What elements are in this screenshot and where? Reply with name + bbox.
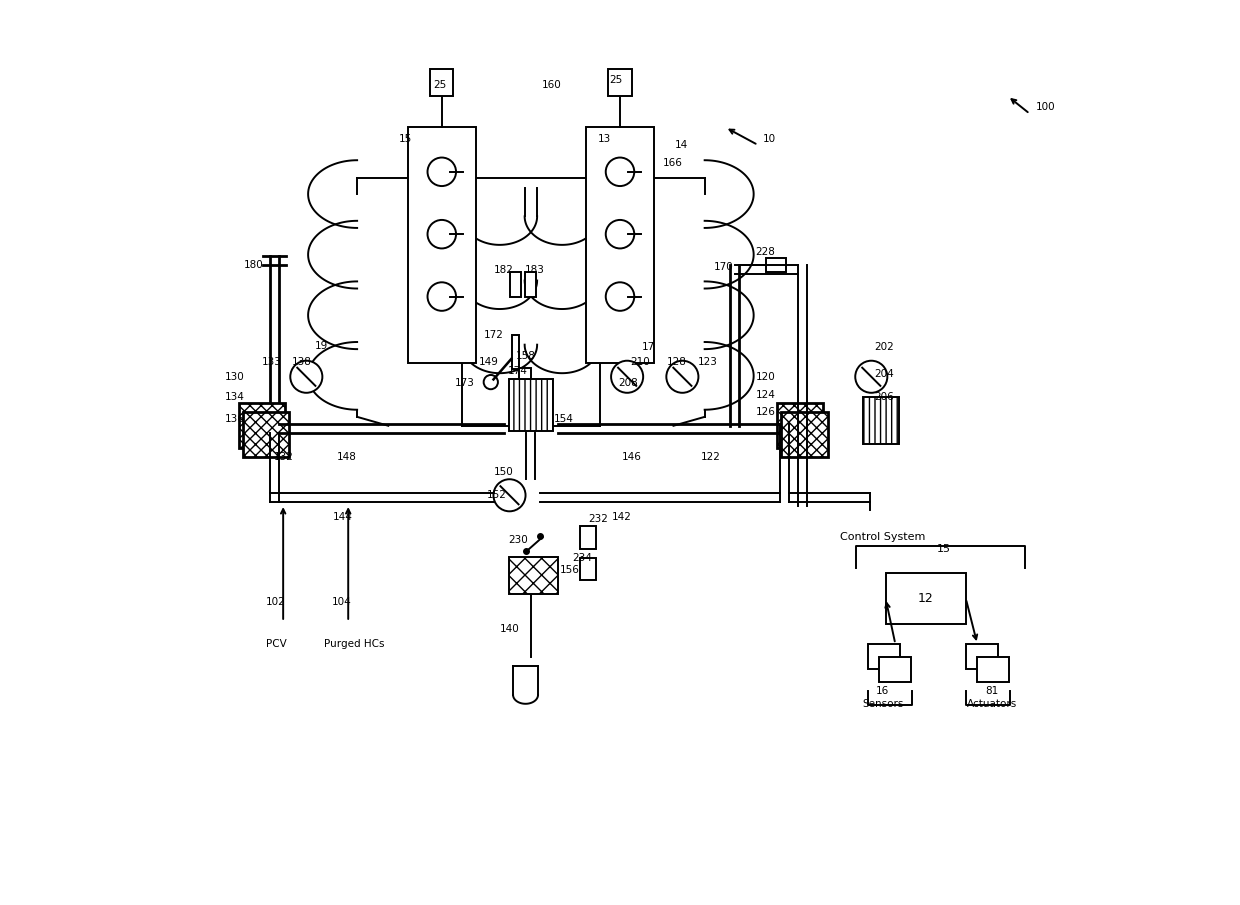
Bar [510, 272, 521, 298]
Text: 154: 154 [554, 414, 574, 424]
Text: 202: 202 [874, 342, 894, 352]
Text: 146: 146 [621, 452, 641, 462]
Text: 14: 14 [675, 140, 688, 150]
Bar [408, 128, 476, 364]
Text: 122: 122 [701, 452, 720, 462]
Text: 204: 204 [874, 369, 894, 379]
Bar [781, 413, 827, 457]
Bar [512, 335, 520, 368]
Text: 166: 166 [662, 157, 683, 168]
Text: 100: 100 [1037, 101, 1055, 111]
Text: Actuators: Actuators [966, 699, 1017, 709]
Circle shape [428, 157, 456, 186]
Text: 149: 149 [479, 357, 498, 367]
Text: 150: 150 [494, 467, 513, 477]
Text: 81: 81 [985, 686, 998, 696]
Text: 19: 19 [315, 340, 329, 350]
Text: 183: 183 [525, 265, 544, 275]
Text: 16: 16 [877, 686, 889, 696]
Text: 210: 210 [631, 357, 651, 367]
Text: 104: 104 [332, 597, 352, 607]
Text: 142: 142 [613, 511, 632, 521]
Text: 172: 172 [484, 330, 503, 340]
Circle shape [606, 220, 634, 249]
Text: 180: 180 [244, 261, 264, 271]
Text: 15: 15 [399, 134, 412, 144]
Text: PCV: PCV [267, 639, 286, 649]
Text: 232: 232 [588, 514, 608, 524]
Circle shape [290, 361, 322, 393]
Text: 124: 124 [755, 389, 775, 400]
Text: 130: 130 [226, 372, 246, 382]
Text: Purged HCs: Purged HCs [324, 639, 384, 649]
Bar [508, 379, 553, 431]
Bar [525, 272, 536, 298]
Circle shape [606, 157, 634, 186]
Bar [885, 573, 966, 624]
Text: 152: 152 [487, 491, 507, 500]
Circle shape [666, 361, 698, 393]
Text: 132: 132 [274, 452, 294, 462]
Bar [508, 557, 558, 595]
Text: 206: 206 [874, 392, 894, 402]
Bar [868, 644, 900, 669]
Text: 136: 136 [226, 414, 246, 424]
Bar [238, 404, 285, 448]
Text: 25: 25 [609, 75, 622, 85]
Text: Control System: Control System [841, 532, 925, 542]
Circle shape [484, 375, 498, 389]
Bar [879, 657, 911, 682]
Text: 133: 133 [262, 357, 281, 367]
Circle shape [428, 220, 456, 249]
Text: 102: 102 [267, 597, 286, 607]
Text: 17: 17 [642, 342, 656, 352]
Bar [587, 128, 653, 364]
Text: 173: 173 [455, 378, 475, 388]
Text: 10: 10 [763, 134, 776, 144]
Bar [609, 70, 631, 96]
Text: 123: 123 [698, 357, 718, 367]
Text: 174: 174 [507, 366, 527, 376]
Bar [776, 404, 823, 448]
Bar [580, 527, 596, 548]
Circle shape [611, 361, 644, 393]
Text: Sensors: Sensors [862, 699, 904, 709]
Circle shape [856, 361, 888, 393]
Bar [243, 413, 289, 457]
Text: 170: 170 [713, 262, 733, 272]
Bar [580, 557, 596, 580]
Circle shape [428, 282, 456, 310]
Text: 15: 15 [936, 544, 950, 554]
Text: 158: 158 [516, 351, 536, 361]
Bar [977, 657, 1009, 682]
Bar [966, 644, 998, 669]
Text: 13: 13 [598, 134, 611, 144]
Bar [766, 258, 786, 272]
Text: 25: 25 [433, 81, 446, 91]
Text: 234: 234 [572, 553, 591, 563]
Text: 126: 126 [755, 407, 775, 417]
Bar [520, 367, 531, 379]
Text: 230: 230 [508, 535, 528, 545]
Text: 140: 140 [500, 624, 520, 634]
Text: 156: 156 [559, 565, 579, 575]
Bar [863, 397, 899, 443]
Circle shape [494, 480, 526, 511]
Circle shape [606, 282, 634, 310]
Text: 128: 128 [667, 357, 687, 367]
Text: 144: 144 [334, 511, 353, 521]
Text: 160: 160 [542, 81, 562, 91]
Text: 182: 182 [494, 265, 513, 275]
Text: 138: 138 [293, 357, 312, 367]
Text: 120: 120 [755, 372, 775, 382]
Text: 148: 148 [336, 452, 357, 462]
Bar [430, 70, 454, 96]
Text: 12: 12 [918, 592, 934, 605]
Text: 208: 208 [619, 378, 637, 388]
Text: 228: 228 [755, 247, 775, 257]
Text: 134: 134 [226, 392, 246, 402]
